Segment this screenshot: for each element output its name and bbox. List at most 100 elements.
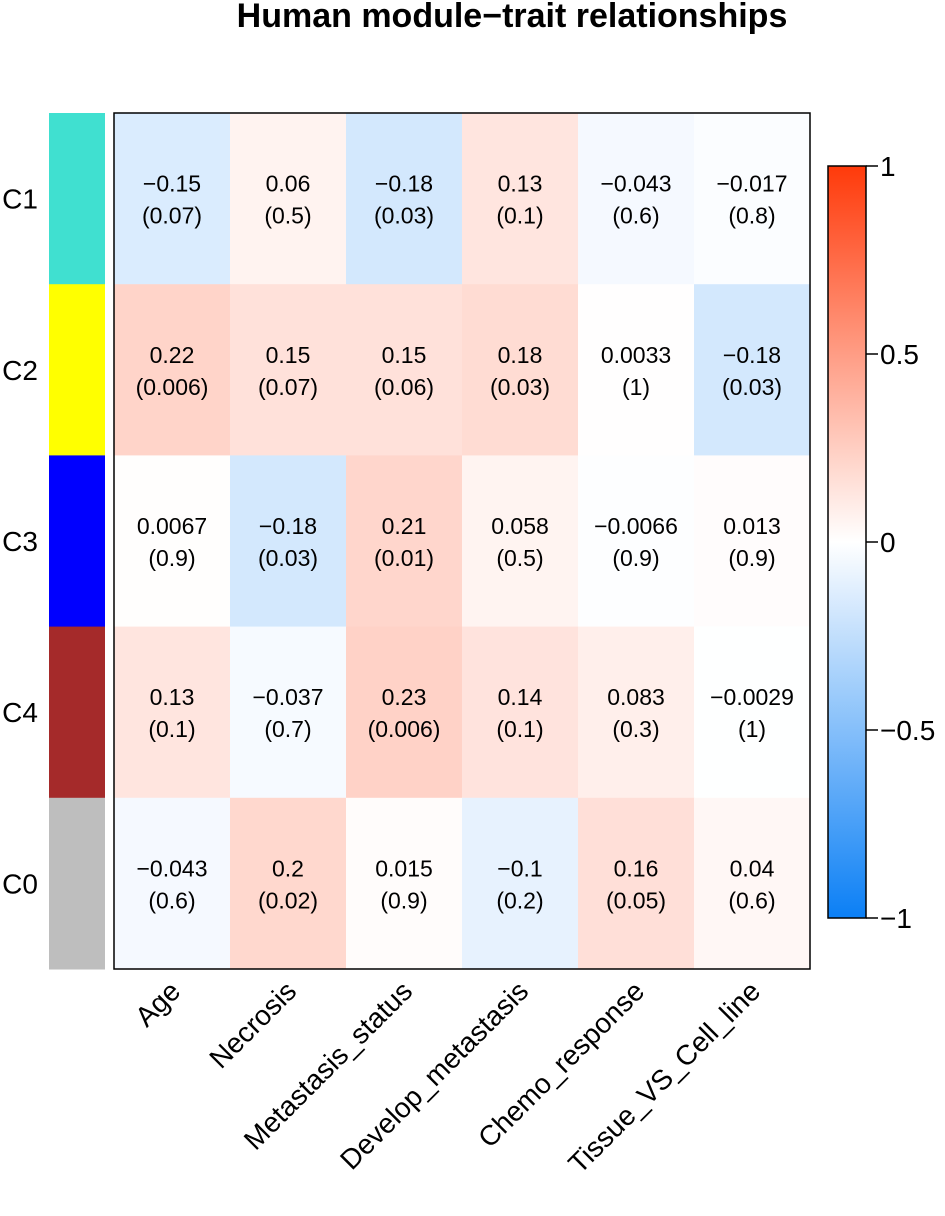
cell-correlation-label: −0.043 xyxy=(137,855,208,881)
cell-pvalue-label: (0.01) xyxy=(374,545,434,571)
cell-pvalue-label: (0.9) xyxy=(612,545,659,571)
heatmap-cell xyxy=(694,284,811,456)
cell-correlation-label: 0.06 xyxy=(266,171,311,197)
heatmap-cell xyxy=(114,797,231,970)
cell-correlation-label: −0.037 xyxy=(253,684,324,710)
colorbar-tick-label: 0 xyxy=(880,527,896,558)
cell-correlation-label: −0.1 xyxy=(497,855,542,881)
cell-correlation-label: 0.16 xyxy=(614,855,659,881)
module-color-c4 xyxy=(49,626,105,799)
row-label-c4: C4 xyxy=(2,697,38,728)
cell-correlation-label: 0.22 xyxy=(150,342,195,368)
heatmap-cell xyxy=(694,455,811,628)
cell-pvalue-label: (0.03) xyxy=(374,203,434,229)
heatmap-cell xyxy=(346,455,463,628)
heatmap-cell xyxy=(230,626,347,799)
cell-pvalue-label: (0.1) xyxy=(148,716,195,742)
cell-correlation-label: 0.015 xyxy=(375,855,433,881)
heatmap-cell xyxy=(462,626,579,799)
cell-pvalue-label: (0.03) xyxy=(490,374,550,400)
cell-correlation-label: 0.13 xyxy=(498,171,543,197)
heatmap-cell xyxy=(346,797,463,970)
cell-pvalue-label: (0.05) xyxy=(606,887,666,913)
cell-pvalue-label: (0.06) xyxy=(374,374,434,400)
cell-pvalue-label: (0.6) xyxy=(612,203,659,229)
cell-pvalue-label: (0.9) xyxy=(728,545,775,571)
row-label-c3: C3 xyxy=(2,526,38,557)
heatmap-cells: −0.15 (0.07) 0.06 (0.5) −0.18 (0.03) 0.13 (0.1)… xyxy=(114,113,811,970)
cell-correlation-label: −0.18 xyxy=(259,513,317,539)
row-label-c2: C2 xyxy=(2,355,38,386)
plot-border xyxy=(113,112,811,970)
heatmap-cell xyxy=(230,797,347,970)
column-label: Develop_metastasis xyxy=(334,975,534,1175)
cell-correlation-label: 0.23 xyxy=(382,684,427,710)
cell-pvalue-label: (0.5) xyxy=(496,545,543,571)
heatmap-cell xyxy=(114,626,231,799)
colorbar-tick-label: 0.5 xyxy=(880,339,919,370)
cell-pvalue-label: (0.07) xyxy=(258,374,318,400)
cell-pvalue-label: (0.1) xyxy=(496,716,543,742)
cell-correlation-label: −0.0066 xyxy=(594,513,678,539)
cell-correlation-label: 0.21 xyxy=(382,513,427,539)
cell-pvalue-label: (0.8) xyxy=(728,203,775,229)
heatmap-cell xyxy=(578,626,695,799)
module-color-c3 xyxy=(49,455,105,628)
cell-pvalue-label: (0.03) xyxy=(722,374,782,400)
colorbar: 1 0.5 0 −0.5 −1 xyxy=(827,151,935,934)
column-label: Necrosis xyxy=(203,975,302,1074)
heatmap-cell xyxy=(462,113,579,285)
cell-correlation-label: 0.14 xyxy=(498,684,543,710)
cell-correlation-label: 0.058 xyxy=(491,513,549,539)
cell-pvalue-label: (0.006) xyxy=(368,716,441,742)
cell-pvalue-label: (0.9) xyxy=(380,887,427,913)
heatmap-cell xyxy=(578,113,695,285)
heatmap-cell xyxy=(114,113,231,285)
cell-pvalue-label: (0.7) xyxy=(264,716,311,742)
cell-correlation-label: 0.04 xyxy=(730,855,775,881)
heatmap-cell xyxy=(462,797,579,970)
heatmap-cell xyxy=(230,284,347,456)
heatmap-cell xyxy=(578,455,695,628)
heatmap-cell xyxy=(230,113,347,285)
heatmap-cell xyxy=(578,284,695,456)
cell-pvalue-label: (0.006) xyxy=(136,374,209,400)
cell-correlation-label: −0.18 xyxy=(375,171,433,197)
cell-correlation-label: 0.0033 xyxy=(601,342,671,368)
heatmap-cell xyxy=(694,626,811,799)
heatmap-cell xyxy=(346,626,463,799)
cell-correlation-label: 0.13 xyxy=(150,684,195,710)
module-color-c2 xyxy=(49,284,105,456)
cell-pvalue-label: (0.9) xyxy=(148,545,195,571)
cell-correlation-label: −0.017 xyxy=(717,171,788,197)
cell-correlation-label: −0.0029 xyxy=(710,684,794,710)
heatmap-cell xyxy=(346,284,463,456)
heatmap-cell xyxy=(114,284,231,456)
colorbar-tick-label: 1 xyxy=(880,151,896,182)
row-label-c0: C0 xyxy=(2,868,38,899)
column-labels: Age NecrosisMetastasis_statusDevelop_meta… xyxy=(129,975,766,1179)
heatmap-cell xyxy=(114,455,231,628)
cell-pvalue-label: (0.5) xyxy=(264,203,311,229)
cell-correlation-label: −0.043 xyxy=(601,171,672,197)
heatmap-cell xyxy=(694,797,811,970)
cell-pvalue-label: (1) xyxy=(738,716,766,742)
column-label: Tissue_VS_Cell_line xyxy=(562,975,766,1179)
cell-pvalue-label: (0.1) xyxy=(496,203,543,229)
module-color-bars xyxy=(49,113,105,970)
cell-correlation-label: 0.013 xyxy=(723,513,781,539)
cell-correlation-label: 0.0067 xyxy=(137,513,207,539)
cell-correlation-label: 0.18 xyxy=(498,342,543,368)
cell-pvalue-label: (1) xyxy=(622,374,650,400)
cell-pvalue-label: (0.07) xyxy=(142,203,202,229)
chart-title: Human module−trait relationships xyxy=(237,0,788,35)
heatmap-cell xyxy=(346,113,463,285)
colorbar-tick-label: −1 xyxy=(880,903,912,934)
cell-correlation-label: 0.15 xyxy=(266,342,311,368)
colorbar-gradient xyxy=(827,165,867,919)
cell-correlation-label: −0.18 xyxy=(723,342,781,368)
heatmap-cell xyxy=(230,455,347,628)
heatmap-cell xyxy=(462,455,579,628)
heatmap-cell xyxy=(462,284,579,456)
